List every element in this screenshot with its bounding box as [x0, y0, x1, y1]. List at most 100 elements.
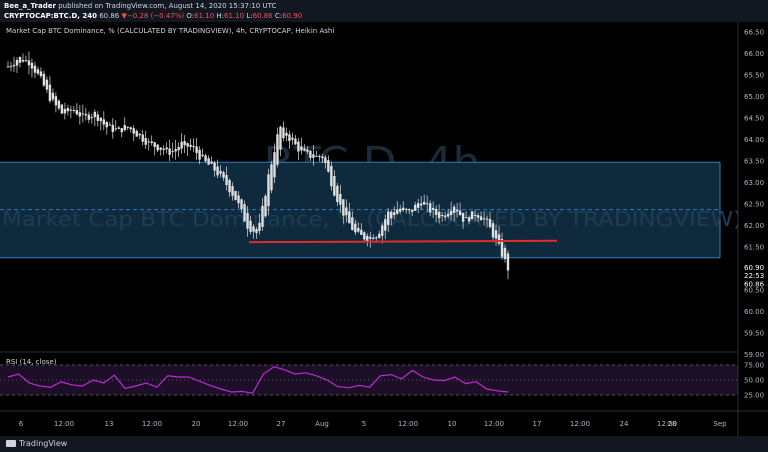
candle-body: [243, 204, 246, 222]
candle-body: [78, 112, 82, 117]
candle-body: [135, 130, 138, 137]
last-price-badge: [739, 262, 768, 283]
candle-body: [452, 206, 456, 213]
candle-body: [210, 161, 213, 164]
candle-body: [390, 211, 393, 219]
candle-body: [60, 104, 64, 114]
publish-info: Bee_a_Trader published on TradingView.co…: [4, 2, 276, 10]
candle-body: [470, 211, 474, 220]
candle-body: [312, 154, 315, 158]
candle-body: [494, 230, 498, 239]
time-tick-label: 12:00: [484, 420, 504, 428]
symbol-line: CRYPTOCAP:BTC.D, 240: [4, 12, 97, 20]
candle-body: [96, 114, 100, 121]
price-change: −0.28 (−0.47%): [126, 12, 185, 20]
time-tick-label: 12:00: [142, 420, 162, 428]
tradingview-logo-icon: [6, 440, 16, 447]
candle-body: [75, 110, 79, 115]
ohlc-h: 61.10: [224, 12, 245, 20]
candle-body: [66, 107, 70, 112]
candle-body: [333, 176, 336, 196]
candle-body: [144, 138, 147, 145]
countdown-value: 22:53: [744, 272, 764, 280]
candle-body: [348, 211, 351, 224]
candle-body: [291, 137, 294, 140]
candle-body: [497, 234, 501, 244]
candle-body: [9, 66, 13, 68]
candle-body: [288, 134, 291, 142]
candle-body: [455, 209, 459, 212]
time-tick-label: 12:00: [228, 420, 248, 428]
price-axis[interactable]: [738, 22, 768, 436]
candle-body: [15, 59, 19, 66]
candle-body: [422, 201, 426, 205]
candle-body: [150, 141, 153, 144]
candle-body: [279, 126, 282, 150]
symbol-info: CRYPTOCAP:BTC.D, 240 60.86 ▼−0.28 (−0.47…: [4, 12, 302, 20]
candle-body: [246, 212, 249, 229]
candle-body: [219, 170, 222, 174]
candle-body: [318, 155, 321, 157]
price-chart[interactable]: BTC.D, 4h Market Cap BTC Dominance, % (C…: [0, 0, 768, 436]
candle-body: [402, 207, 405, 211]
rsi-line: [7, 366, 509, 394]
rsi-tick-label: 25.00: [744, 392, 764, 400]
time-tick-label: 27: [277, 420, 286, 428]
candle-body: [431, 207, 435, 210]
candle-body: [72, 109, 76, 111]
candle-body: [327, 160, 330, 172]
candle-body: [297, 141, 300, 152]
candle-body: [132, 128, 135, 134]
candle-body: [369, 236, 372, 239]
candle-body: [69, 109, 73, 111]
candle-body: [306, 149, 309, 152]
time-tick-label: Aug: [315, 420, 329, 428]
candle-body: [93, 111, 97, 118]
tradingview-logo[interactable]: TradingView: [6, 439, 67, 448]
candle-body: [416, 203, 420, 208]
candle-body: [90, 117, 94, 119]
candle-body: [123, 125, 126, 131]
candle-body: [147, 141, 150, 143]
time-tick-label: 6: [19, 420, 24, 428]
candle-body: [183, 141, 186, 146]
candle-body: [225, 175, 228, 185]
time-tick-label: Sep: [713, 420, 727, 428]
candle-body: [458, 210, 462, 215]
candle-body: [405, 208, 408, 210]
candle-body: [413, 204, 417, 211]
candle-body: [360, 229, 363, 235]
time-tick-label: 12:00: [54, 420, 74, 428]
candle-body: [375, 237, 378, 239]
candle-body: [234, 190, 237, 200]
candle-body: [153, 142, 156, 148]
price-tick-label: 63.00: [744, 179, 764, 187]
candle-body: [339, 193, 342, 205]
candle-body: [479, 216, 483, 221]
support-line-group[interactable]: [248, 239, 558, 244]
candle-body: [366, 235, 369, 242]
price-tick-label: 61.50: [744, 244, 764, 252]
candle-body: [45, 79, 49, 90]
candle-body: [99, 117, 103, 122]
candle-body: [425, 203, 429, 205]
candle-body: [300, 146, 303, 151]
candle-body: [500, 238, 504, 257]
candle-body: [315, 155, 318, 157]
time-tick-label: 28: [668, 420, 677, 428]
candle-body: [363, 232, 366, 240]
price-tick-label: 60.50: [744, 287, 764, 295]
candle-body: [102, 119, 106, 125]
candle-body: [434, 208, 438, 215]
candle-body: [141, 134, 144, 142]
author-name[interactable]: Bee_a_Trader: [4, 2, 56, 10]
ohlc-c: 60.90: [282, 12, 303, 20]
candle-body: [180, 141, 183, 149]
candle-body: [258, 222, 261, 231]
candle-body: [461, 212, 465, 222]
candle-body: [240, 199, 243, 210]
rsi-tick-label: 75.00: [744, 362, 764, 370]
candle-body: [228, 180, 231, 193]
candle-body: [105, 121, 109, 128]
candle-body: [177, 147, 180, 151]
